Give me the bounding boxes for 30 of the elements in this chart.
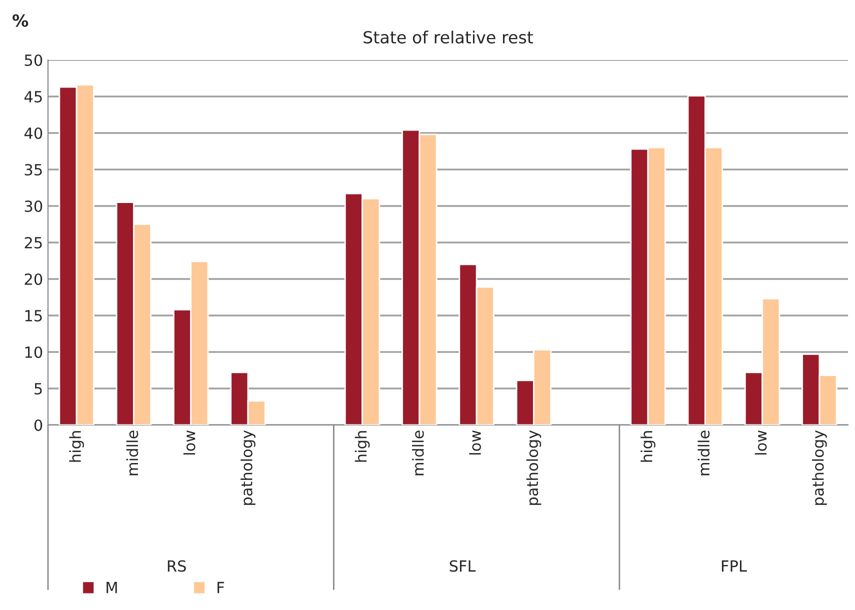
y-tick-label: 50 [24,54,42,66]
x-tick-label: high [69,431,84,462]
text: RS [168,560,186,572]
x-tick-label: high [354,431,370,462]
x-tick-label: low [754,430,767,455]
x-tick-label: pathology [812,430,827,505]
y-tick-label: 35 [24,164,42,176]
x-tick-label: low [469,430,482,455]
y-tick-label: 45 [24,91,42,103]
y-tick-label: 15 [25,310,42,322]
x-tick-label: low [183,430,196,455]
x-tick-label: pathology [240,430,256,505]
x-tick-label: high [640,431,656,462]
y-tick-label: 25 [24,236,42,249]
x-tick-label: midlle [698,430,710,476]
text: SFL [450,560,476,572]
y-tick-label: 30 [24,200,42,212]
y-tick-label: 5 [34,383,42,395]
x-tick-label: pathology [526,430,542,505]
x-tick-label: midlle [126,430,138,476]
chart-title: State of relative rest [364,30,534,44]
legend-label: M [106,582,117,594]
y-tick-label: 20 [24,273,42,286]
text: FPL [722,560,747,572]
y-axis-title: % [12,14,28,27]
legend-label: F [218,582,224,594]
y-tick-label: 40 [24,127,42,140]
y-tick-label: 10 [25,346,42,358]
y-tick-label: 0 [34,419,42,432]
x-tick-label: midlle [412,430,424,476]
